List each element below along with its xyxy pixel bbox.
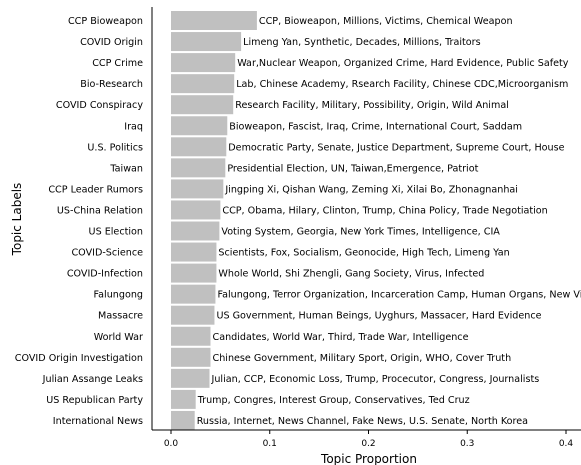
bar [171, 53, 236, 73]
category-label: COVID Conspiracy [56, 100, 143, 111]
bar-annotation: Limeng Yan, Synthetic, Decades, Millions… [243, 37, 481, 48]
x-tick-label: 0.0 [164, 439, 179, 449]
bar [171, 95, 234, 115]
bar [171, 158, 226, 178]
category-label: Taiwan [109, 163, 143, 174]
category-label: COVID Origin Investigation [15, 353, 143, 364]
bar-annotation: Jingping Xi, Qishan Wang, Zeming Xi, Xil… [224, 184, 518, 195]
category-label: Julian Assange Leaks [42, 374, 143, 385]
x-tick-label: 0.4 [559, 439, 574, 449]
category-label: Falungong [94, 290, 143, 301]
bar [171, 179, 224, 199]
bar [171, 347, 211, 367]
bar [171, 326, 211, 346]
bar-annotation: Russia, Internet, News Channel, Fake New… [197, 416, 528, 427]
category-label: CCP Leader Rumors [48, 184, 143, 195]
bar-annotation: CCP, Bioweapon, Millions, Victims, Chemi… [259, 16, 513, 27]
bar [171, 32, 242, 52]
category-label: Iraq [124, 121, 143, 132]
bar-annotation: Candidates, World War, Third, Trade War,… [213, 332, 469, 343]
x-tick-label: 0.1 [263, 439, 277, 449]
category-label: COVID-Infection [67, 269, 143, 280]
x-tick-label: 0.2 [361, 439, 375, 449]
bar-annotation: CCP, Obama, Hilary, Clinton, Trump, Chin… [222, 205, 547, 216]
category-label: COVID-Science [71, 248, 143, 259]
bar-annotations-group: CCP, Bioweapon, Millions, Victims, Chemi… [197, 16, 581, 427]
category-label: World War [94, 332, 143, 343]
bar-annotation: Lab, Chinese Academy, Rsearch Facility, … [236, 79, 568, 90]
bars-group [171, 11, 257, 430]
bar [171, 74, 235, 94]
category-label: International News [53, 416, 143, 427]
bar-annotation: Chinese Government, Military Sport, Orig… [213, 353, 512, 364]
x-tick-label: 0.3 [460, 439, 474, 449]
bar [171, 242, 217, 262]
category-label: US Election [89, 227, 143, 238]
y-axis-title: Topic Labels [10, 183, 24, 257]
bar-annotation: Presidential Election, UN, Taiwan,Emerge… [227, 163, 478, 174]
bar [171, 263, 217, 283]
bar-annotation: US Government, Human Beings, Uyghurs, Ma… [216, 311, 541, 322]
bar [171, 389, 196, 409]
bar [171, 410, 195, 430]
x-ticks-group: 0.0 0.1 0.2 0.3 0.4 [164, 430, 574, 449]
category-label: US-China Relation [57, 205, 143, 216]
category-label: CCP Crime [92, 58, 143, 69]
bar-annotation: Whole World, Shi Zhengli, Gang Society, … [218, 269, 484, 280]
bar [171, 116, 228, 136]
bar-annotation: Julian, CCP, Economic Loss, Trump, Proce… [211, 374, 540, 385]
category-labels-group: CCP Bioweapon COVID Origin CCP Crime Bio-Re… [15, 16, 144, 427]
bar-annotation: Scientists, Fox, Socialism, Geonocide, H… [218, 248, 509, 259]
bar [171, 221, 220, 241]
category-label: US Republican Party [46, 395, 143, 406]
bar-annotation: Voting System, Georgia, New York Times, … [221, 227, 500, 238]
bar [171, 284, 216, 304]
bar [171, 305, 215, 325]
bar-annotation: Falungong, Terror Organization, Incarcer… [217, 290, 581, 301]
bar [171, 137, 227, 157]
bar-annotation: War,Nuclear Weapon, Organized Crime, Har… [237, 58, 569, 69]
category-label: U.S. Politics [87, 142, 143, 153]
bar-annotation: Research Facility, Military, Possibility… [235, 100, 509, 111]
x-axis-title: Topic Proportion [320, 452, 417, 465]
bar-annotation: Bioweapon, Fascist, Iraq, Crime, Interna… [229, 121, 522, 132]
bar [171, 200, 221, 220]
category-label: COVID Origin [80, 37, 143, 48]
category-label: Massacre [98, 311, 143, 322]
category-label: CCP Bioweapon [68, 16, 143, 27]
bar [171, 368, 210, 388]
bar-annotation: Trump, Congres, Interest Group, Conserva… [197, 395, 470, 406]
category-label: Bio-Research [80, 79, 143, 90]
bar [171, 11, 257, 30]
bar-annotation: Democratic Party, Senate, Justice Depart… [228, 142, 564, 153]
